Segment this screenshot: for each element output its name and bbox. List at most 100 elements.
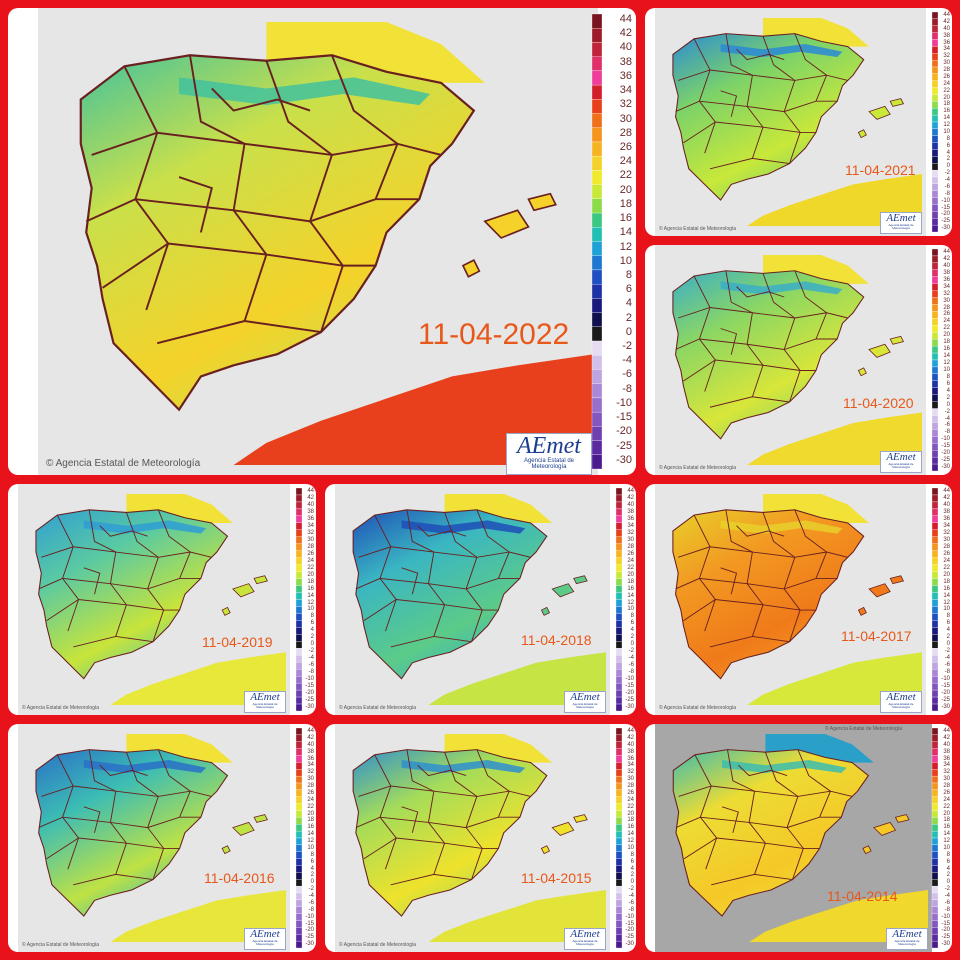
scale-label: -4 — [944, 655, 950, 662]
credit-text: © Agencia Estatal de Meteorología — [339, 942, 417, 948]
province-border — [762, 512, 801, 642]
scale-label: 40 — [307, 741, 314, 748]
scale-label: -6 — [944, 422, 950, 429]
scale-label: 32 — [307, 769, 314, 776]
scale-label: 6 — [310, 858, 314, 865]
scale-label: -15 — [941, 920, 950, 927]
scale-label: 14 — [943, 831, 950, 838]
scale-label: 26 — [627, 550, 634, 557]
temperature-scale-labels: 44 42 40 38 36 34 32 30 28 26 24 22 20 18 16 14 12 10 8 6 4 2… — [302, 728, 314, 948]
scale-label: 44 — [943, 12, 950, 18]
province-border — [720, 567, 738, 595]
scale-label: 8 — [946, 373, 950, 380]
scale-label: -25 — [616, 439, 632, 452]
province-border — [764, 752, 804, 880]
scale-label: 0 — [630, 641, 634, 648]
scale-label: 12 — [943, 122, 950, 128]
province-border — [683, 359, 817, 382]
province-border — [406, 749, 446, 875]
scale-label: -6 — [944, 662, 950, 669]
scale-label: 42 — [619, 27, 632, 40]
scale-label: 0 — [946, 163, 950, 170]
scale-label: 12 — [943, 360, 950, 366]
province-border — [794, 270, 828, 340]
province-border — [476, 749, 510, 818]
map-date: 11-04-2019 — [202, 634, 273, 650]
scale-label: -25 — [941, 218, 950, 225]
scale-swatch — [615, 703, 623, 712]
scale-swatch — [591, 56, 603, 72]
province-border — [83, 567, 101, 595]
scale-label: 44 — [307, 488, 314, 494]
scale-label: 8 — [310, 851, 314, 858]
scale-label: 44 — [627, 488, 634, 494]
scale-label: 6 — [946, 858, 950, 865]
map-date: 11-04-2015 — [521, 870, 592, 886]
scale-swatch — [591, 184, 603, 199]
scale-label: -4 — [628, 655, 634, 662]
balearic-island — [573, 814, 588, 823]
province-border — [358, 546, 531, 558]
scale-label: 8 — [946, 851, 950, 858]
scale-label: 22 — [627, 803, 634, 810]
province-border — [736, 286, 785, 298]
aemet-logo: AEmet Agencia Estatal de Meteorología — [244, 928, 286, 950]
province-border — [390, 873, 472, 886]
scale-swatch — [591, 454, 603, 470]
scale-label: 6 — [946, 142, 950, 149]
province-border — [762, 273, 801, 403]
map-date: 11-04-2016 — [204, 870, 275, 886]
scale-label: 22 — [627, 564, 634, 571]
scale-label: -6 — [308, 899, 314, 906]
scale-label: 10 — [307, 606, 314, 613]
temperature-map-tile: 44 42 40 38 36 34 32 30 28 26 24 22 20 18 16 14 12 10 8 6 4 2… — [325, 484, 636, 715]
province-border — [736, 525, 785, 537]
scale-label: 4 — [310, 865, 314, 872]
balearic-island — [221, 845, 231, 855]
province-border — [99, 525, 148, 537]
scale-label: 36 — [943, 39, 950, 46]
scale-label: 20 — [943, 94, 950, 101]
balearic-island — [868, 105, 891, 120]
temperature-map-tile: 44 42 40 38 36 34 32 30 28 26 24 22 20 18 16 14 12 10 8 6 4 2… — [8, 484, 316, 715]
scale-label: 44 — [943, 728, 950, 734]
temperature-map-tile: 44 42 40 38 36 34 32 30 28 26 24 22 20 18 16 14 12 10 8 6 4 2… — [645, 724, 952, 952]
scale-label: 2 — [946, 634, 950, 641]
scale-label: 20 — [619, 183, 632, 196]
scale-label: 30 — [619, 112, 632, 125]
temperature-scale-labels: 44 42 40 38 36 34 32 30 28 26 24 22 20 18 16 14 12 10 8 6 4 2… — [938, 728, 950, 948]
balearic-island — [573, 575, 588, 585]
map-date: 11-04-2018 — [521, 632, 592, 648]
aemet-logo: AEmet Agencia Estatal de Meteorología — [886, 928, 928, 950]
scale-label: 4 — [310, 627, 314, 634]
scale-label: -8 — [622, 382, 632, 395]
province-border — [762, 36, 801, 164]
north-africa-region — [110, 652, 286, 705]
scale-label: 14 — [307, 592, 314, 599]
scale-label: 42 — [943, 18, 950, 25]
province-border — [211, 87, 311, 112]
scale-label: -25 — [941, 457, 950, 464]
scale-label: -2 — [944, 886, 950, 893]
scale-label: 14 — [627, 592, 634, 599]
temperature-scale-labels: 44 42 40 38 36 34 32 30 28 26 24 22 20 18 16 14 12 10 8 6 4 2… — [622, 488, 634, 711]
scale-label: 0 — [946, 641, 950, 648]
scale-label: 24 — [307, 796, 314, 803]
province-border — [709, 157, 790, 170]
scale-label: 32 — [619, 98, 632, 111]
north-africa-region — [747, 652, 922, 705]
north-africa-region — [428, 652, 606, 705]
scale-label: -20 — [305, 690, 314, 697]
scale-label: 14 — [307, 831, 314, 838]
balearic-island — [857, 606, 867, 616]
scale-label: 6 — [630, 858, 634, 865]
scale-label: -2 — [628, 886, 634, 893]
balearic-island — [483, 209, 530, 239]
province-border — [711, 873, 793, 886]
scale-label: 10 — [943, 366, 950, 373]
scale-label: 30 — [943, 776, 950, 783]
scale-swatch — [591, 340, 603, 356]
scale-label: 8 — [630, 613, 634, 620]
scale-label: 18 — [943, 101, 950, 108]
scale-label: 4 — [946, 387, 950, 394]
